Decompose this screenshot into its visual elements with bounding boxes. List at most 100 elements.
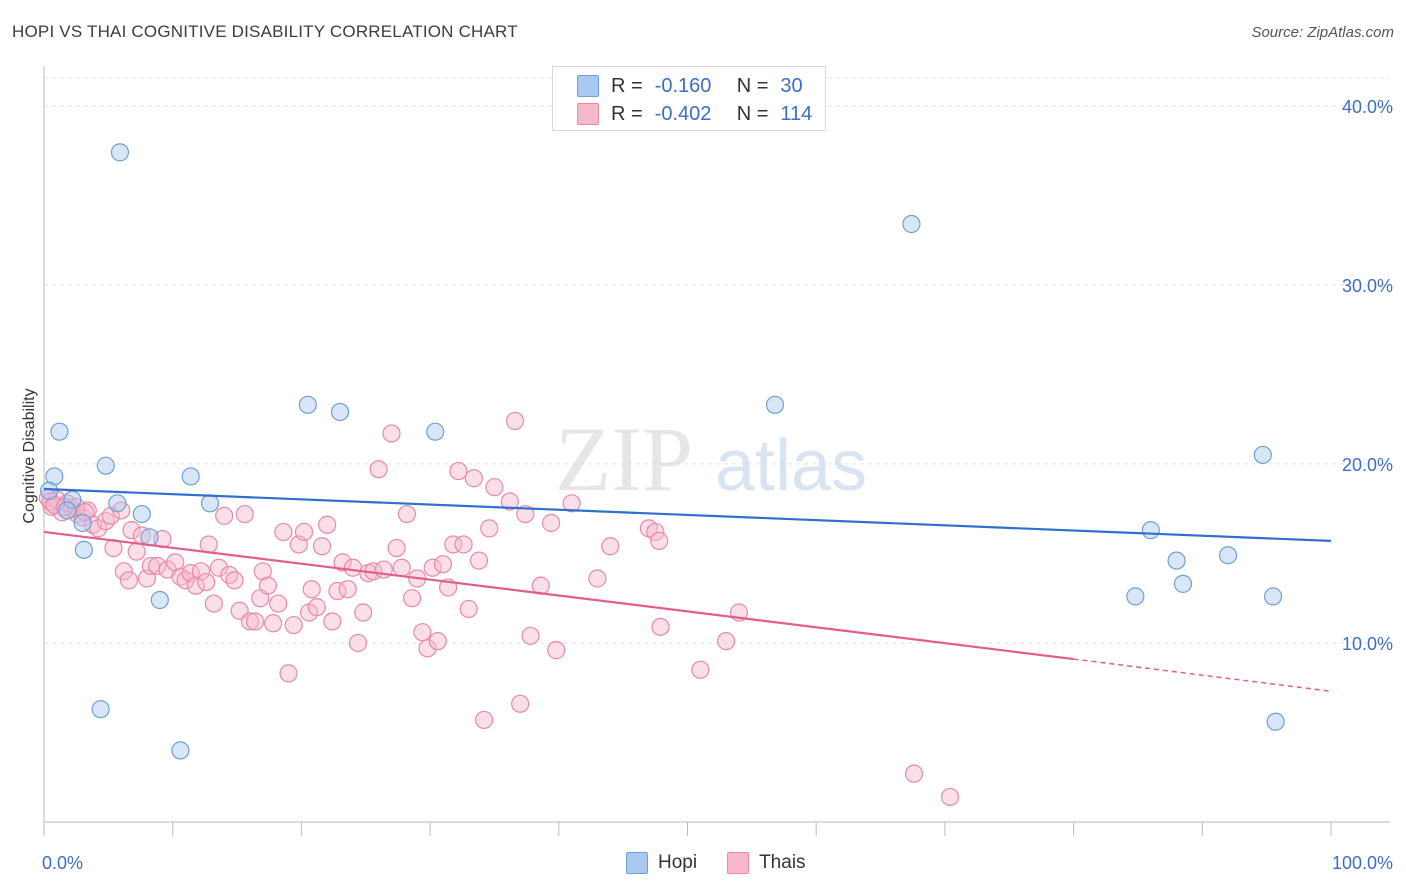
data-point-thais [444, 535, 463, 554]
legend-r-value: -0.402 [654, 102, 712, 125]
legend-n-value: 114 [780, 102, 813, 125]
data-point-thais [392, 558, 411, 577]
data-point-hopi [96, 456, 115, 475]
data-point-hopi [73, 513, 92, 533]
data-point-hopi [108, 494, 127, 513]
data-point-thais [245, 612, 265, 631]
data-point-thais [588, 569, 607, 588]
data-point-thais [119, 571, 139, 590]
bottom-legend-thais: Thais [727, 852, 806, 874]
data-point-hopi [50, 422, 69, 441]
data-point-thais [122, 521, 141, 540]
data-point-thais [547, 641, 566, 660]
data-point-hopi [330, 402, 350, 422]
data-point-thais [511, 694, 530, 713]
grid [44, 77, 1390, 644]
legend-swatch-hopi [577, 75, 599, 97]
data-point-thais [96, 512, 115, 531]
data-point-thais [480, 519, 499, 538]
data-point-thais [294, 522, 314, 542]
data-point-thais [215, 506, 234, 525]
data-point-hopi [171, 741, 190, 760]
data-point-hopi [45, 467, 64, 486]
trend-line-hopi [43, 487, 1332, 542]
trend-line-thais [43, 530, 1074, 661]
bottom-legend-label-hopi: Hopi [658, 852, 698, 873]
axes [43, 66, 1390, 836]
data-point-thais [485, 478, 504, 497]
data-point-thais [307, 598, 326, 617]
data-point-thais [387, 538, 406, 558]
y-tick-label: 40.0% [1342, 97, 1393, 117]
data-point-thais [717, 632, 736, 651]
data-point-thais [459, 599, 478, 619]
data-point-hopi [765, 395, 785, 414]
data-point-hopi [200, 494, 220, 513]
data-point-thais [940, 787, 960, 807]
data-point-thais [191, 562, 211, 581]
x-tick-label: 0.0% [42, 853, 83, 873]
data-point-hopi [298, 395, 317, 414]
data-point-hopi [1141, 521, 1160, 540]
watermark-zip: ZIP [555, 408, 693, 510]
data-point-hopi [1263, 587, 1283, 606]
data-point-thais [521, 626, 540, 645]
data-point-thais [284, 615, 303, 635]
y-tick-label: 10.0% [1342, 634, 1393, 654]
legend-swatch-thais [577, 103, 599, 125]
chart-title: HOPI VS THAI COGNITIVE DISABILITY CORREL… [12, 22, 518, 41]
data-point-thais [397, 504, 417, 524]
data-point-thais [516, 504, 535, 524]
data-point-thais [171, 567, 190, 586]
legend-n-label: N = [736, 102, 769, 125]
data-point-thais [323, 612, 342, 631]
data-points [38, 143, 1285, 807]
data-point-thais [225, 571, 244, 590]
data-point-thais [691, 660, 710, 679]
data-point-thais [204, 594, 223, 613]
data-point-thais [253, 562, 272, 581]
data-point-thais [302, 580, 321, 599]
x-tick-label: 100.0% [1332, 853, 1393, 873]
data-point-thais [269, 594, 288, 613]
trend-line-extension-thais [1073, 658, 1332, 693]
data-point-thais [354, 603, 373, 622]
legend-r-label: R = [611, 102, 643, 125]
data-point-hopi [110, 143, 130, 162]
data-point-thais [418, 639, 437, 658]
data-point-thais [240, 612, 260, 631]
bottom-legend: Hopi Thais [626, 852, 836, 874]
data-point-thais [114, 562, 133, 581]
legend-n-value: 30 [780, 74, 803, 97]
legend-n-label: N = [736, 74, 769, 97]
legend: R = -0.160 N = 30 R = -0.402 N = 114 [552, 66, 826, 131]
y-axis-label: Cognitive Disability [21, 388, 38, 523]
data-point-hopi [1266, 712, 1285, 731]
data-point-thais [402, 589, 422, 608]
data-point-thais [464, 469, 483, 488]
bottom-legend-hopi: Hopi [626, 852, 697, 874]
data-point-thais [199, 535, 218, 554]
data-point-thais [500, 492, 519, 511]
data-point-thais [382, 424, 401, 443]
data-point-hopi [1218, 546, 1238, 565]
data-point-thais [413, 623, 432, 642]
legend-row-thais: R = -0.402 N = 114 [577, 101, 812, 127]
bottom-legend-swatch-hopi [626, 852, 648, 874]
bottom-legend-label-thais: Thais [759, 852, 806, 873]
data-point-hopi [1173, 574, 1193, 593]
data-point-hopi [150, 590, 169, 610]
data-point-thais [186, 576, 205, 595]
data-point-hopi [426, 422, 445, 441]
data-point-thais [428, 632, 447, 651]
data-point-thais [263, 614, 283, 633]
data-point-thais [348, 633, 368, 653]
data-point-hopi [902, 214, 921, 234]
data-point-thais [209, 558, 229, 577]
data-point-thais [475, 710, 494, 730]
data-point-thais [541, 513, 561, 533]
data-point-hopi [181, 467, 200, 486]
data-point-thais [333, 553, 352, 572]
data-point-thais [166, 553, 185, 572]
